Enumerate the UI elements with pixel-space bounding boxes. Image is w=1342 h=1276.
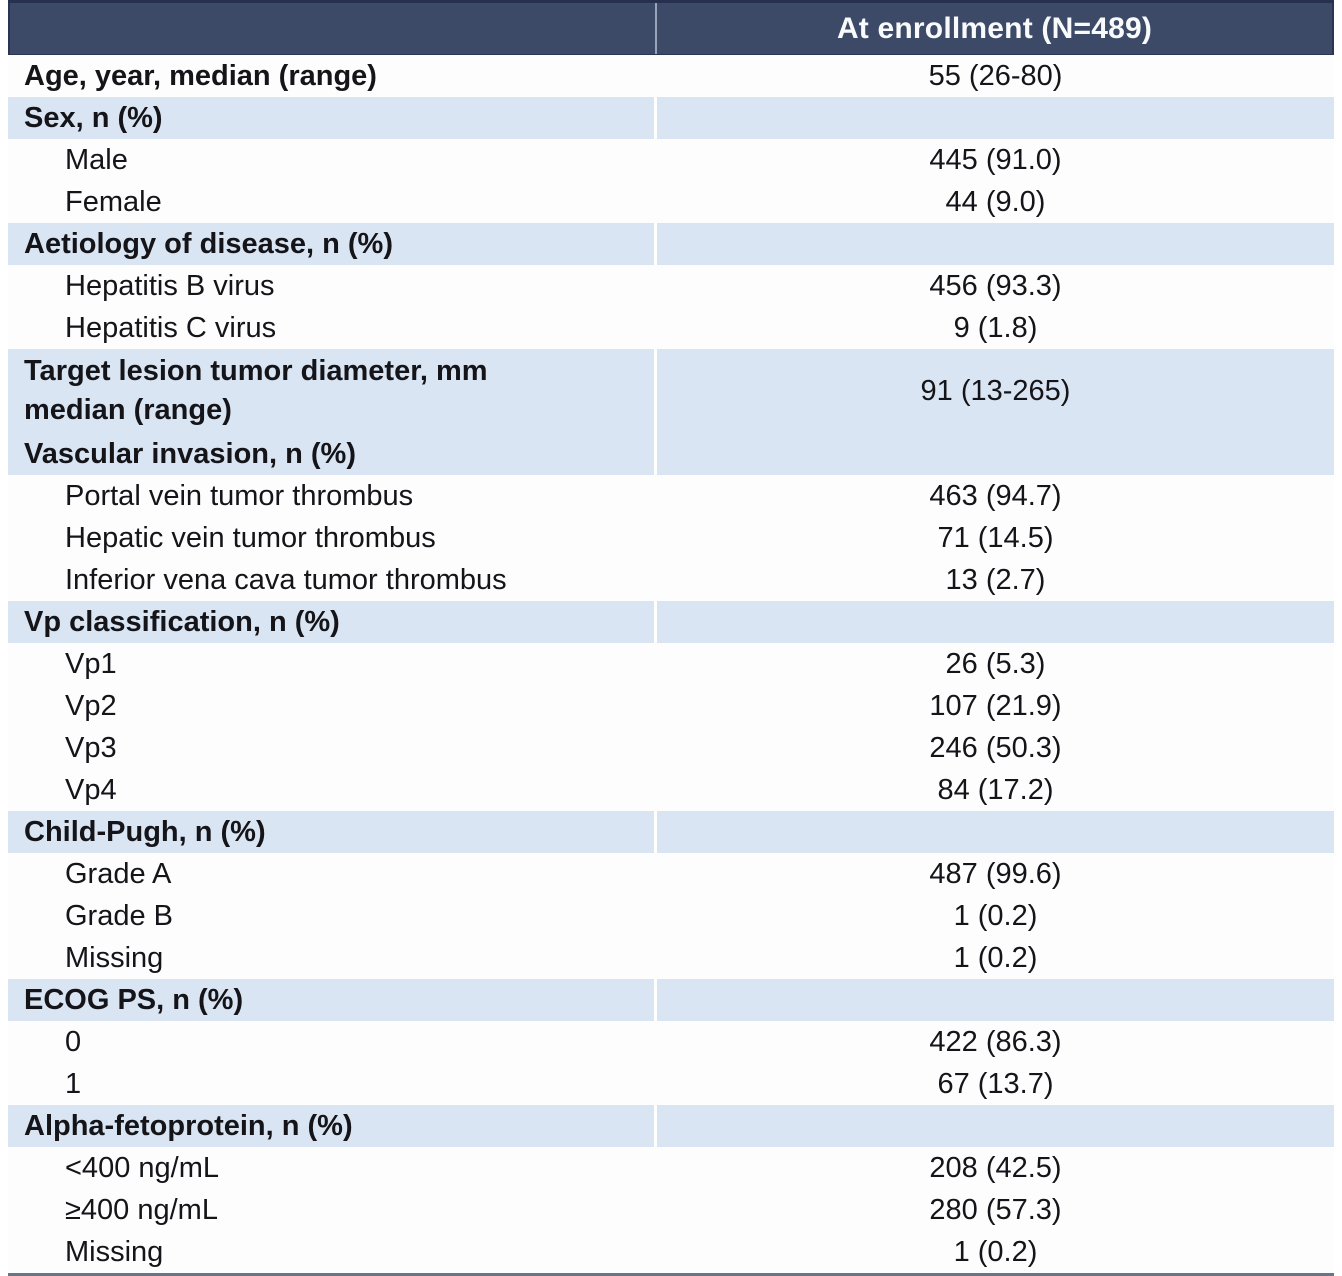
row-label: Vp3: [65, 731, 117, 764]
table-section-row: Vp classification, n (%): [8, 601, 1334, 643]
table-row: Grade B 1 (0.2): [8, 895, 1334, 937]
table-section-row: ECOG PS, n (%): [8, 979, 1334, 1021]
table-row: 0 422 (86.3): [8, 1021, 1334, 1063]
row-label: Missing: [65, 941, 164, 974]
row-label: Female: [65, 185, 162, 218]
row-value: [657, 979, 1334, 1021]
row-label: Grade A: [65, 857, 172, 890]
row-label: Hepatic vein tumor thrombus: [65, 521, 436, 554]
row-label: Missing: [65, 1235, 164, 1268]
row-value: 445 (91.0): [929, 143, 1062, 176]
row-label: Grade B: [65, 899, 173, 932]
row-label: ECOG PS, n (%): [8, 979, 657, 1021]
table-section-row: Child-Pugh, n (%): [8, 811, 1334, 853]
row-value: 55 (26-80): [928, 59, 1063, 92]
row-value: 44 (9.0): [945, 185, 1046, 218]
characteristics-table: At enrollment (N=489) Age, year, median …: [8, 0, 1334, 1276]
table-row: Vp3 246 (50.3): [8, 727, 1334, 769]
table-row: Female 44 (9.0): [8, 181, 1334, 223]
row-label: Male: [65, 143, 128, 176]
table-row: Vp4 84 (17.2): [8, 769, 1334, 811]
row-label-line1: Target lesion tumor diameter, mm: [24, 354, 488, 387]
table-section-row: Sex, n (%): [8, 97, 1334, 139]
row-value: 463 (94.7): [929, 479, 1062, 512]
table-section-row: Vascular invasion, n (%): [8, 433, 1334, 475]
table-section-row: Aetiology of disease, n (%): [8, 223, 1334, 265]
table-row: Male 445 (91.0): [8, 139, 1334, 181]
row-label: Age, year, median (range): [24, 59, 377, 92]
row-label: Hepatitis C virus: [65, 311, 277, 344]
row-value: 246 (50.3): [929, 731, 1062, 764]
table-section-row: Alpha-fetoprotein, n (%): [8, 1105, 1334, 1147]
row-label: Inferior vena cava tumor thrombus: [65, 563, 507, 596]
row-value: 91 (13-265): [920, 374, 1071, 407]
table-row: Inferior vena cava tumor thrombus 13 (2.7…: [8, 559, 1334, 601]
row-label: Vp classification, n (%): [8, 601, 657, 643]
row-label: Hepatitis B virus: [65, 269, 275, 302]
row-label: <400 ng/mL: [65, 1151, 219, 1184]
row-label: Target lesion tumor diameter, mm median (…: [8, 349, 657, 433]
table-row: Vp2 107 (21.9): [8, 685, 1334, 727]
row-value: 84 (17.2): [937, 773, 1054, 806]
row-label: Vp4: [65, 773, 117, 806]
row-value: 107 (21.9): [929, 689, 1062, 722]
row-value: 13 (2.7): [945, 563, 1046, 596]
row-label: Vascular invasion, n (%): [8, 433, 657, 475]
row-value: 9 (1.8): [953, 311, 1038, 344]
row-label-line2: median (range): [24, 394, 232, 426]
table-row: Age, year, median (range) 55 (26-80): [8, 55, 1334, 97]
row-value: [657, 601, 1334, 643]
row-label: ≥400 ng/mL: [65, 1193, 218, 1226]
row-value: 456 (93.3): [929, 269, 1062, 302]
row-label: Alpha-fetoprotein, n (%): [8, 1105, 657, 1147]
row-label: Vp1: [65, 647, 117, 680]
row-value: 422 (86.3): [929, 1025, 1062, 1058]
table-row: Grade A 487 (99.6): [8, 853, 1334, 895]
row-value: [657, 97, 1334, 139]
row-value: 487 (99.6): [929, 857, 1062, 890]
row-value: 280 (57.3): [929, 1193, 1062, 1226]
table-row: Portal vein tumor thrombus 463 (94.7): [8, 475, 1334, 517]
table-section-row: Target lesion tumor diameter, mm median (…: [8, 349, 1334, 433]
row-value: 1 (0.2): [953, 899, 1038, 932]
row-label: 1: [65, 1067, 82, 1100]
row-value: 67 (13.7): [937, 1067, 1054, 1100]
table-row: 1 67 (13.7): [8, 1063, 1334, 1105]
table-row: Hepatic vein tumor thrombus 71 (14.5): [8, 517, 1334, 559]
row-value: 1 (0.2): [953, 941, 1038, 974]
row-value: 71 (14.5): [937, 521, 1054, 554]
row-value: 208 (42.5): [929, 1151, 1062, 1184]
row-label: Child-Pugh, n (%): [8, 811, 657, 853]
row-value: [657, 1105, 1334, 1147]
table-header-row: At enrollment (N=489): [8, 3, 1334, 55]
row-value: [657, 811, 1334, 853]
row-value: [657, 433, 1334, 475]
row-value: 1 (0.2): [953, 1235, 1038, 1268]
header-empty-cell: [10, 3, 657, 54]
header-enrollment-cell: At enrollment (N=489): [836, 11, 1153, 45]
row-value: 26 (5.3): [945, 647, 1046, 680]
table-row: Vp1 26 (5.3): [8, 643, 1334, 685]
row-label: 0: [65, 1025, 82, 1058]
table-row: Hepatitis C virus 9 (1.8): [8, 307, 1334, 349]
table-rows: Age, year, median (range) 55 (26-80) Sex, …: [8, 55, 1334, 1273]
row-label: Vp2: [65, 689, 117, 722]
table-row: Hepatitis B virus 456 (93.3): [8, 265, 1334, 307]
table-row: ≥400 ng/mL 280 (57.3): [8, 1189, 1334, 1231]
row-value: [657, 223, 1334, 265]
table-row: Missing 1 (0.2): [8, 937, 1334, 979]
row-label: Aetiology of disease, n (%): [8, 223, 657, 265]
table-row: <400 ng/mL 208 (42.5): [8, 1147, 1334, 1189]
row-label: Sex, n (%): [8, 97, 657, 139]
row-label: Portal vein tumor thrombus: [65, 479, 414, 512]
table-row: Missing 1 (0.2): [8, 1231, 1334, 1273]
